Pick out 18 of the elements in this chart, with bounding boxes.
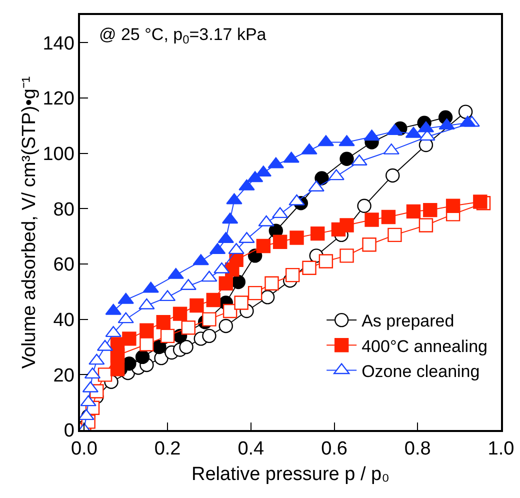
y-tick-label: 140: [42, 33, 74, 54]
x-tick-label: 0.6: [321, 438, 348, 460]
y-tick-label: 100: [42, 144, 74, 165]
legend-label: 400°C annealing: [362, 336, 488, 356]
y-tick-label: 60: [53, 254, 74, 276]
annotation: @ 25 °C, p$_{0}$=3.17 kPa: [99, 25, 267, 47]
legend-label: As prepared: [362, 312, 454, 331]
x-tick-label: 1.0: [488, 438, 514, 460]
x-axis-title: Relative pressure p / p₀: [192, 464, 390, 485]
y-tick-label: 40: [53, 310, 74, 331]
y-tick-label: 80: [53, 199, 74, 220]
y-tick-label: 120: [42, 88, 74, 110]
y-tick-label: 20: [53, 365, 74, 386]
y-axis-title: Volume adsorbed, V/ cm³(STP)•g⁻¹: [19, 76, 40, 369]
x-tick-label: 0.2: [154, 438, 181, 460]
legend-label: Ozone cleaning: [362, 362, 480, 381]
x-tick-label: 0.4: [238, 438, 265, 460]
x-tick-label: 0.8: [404, 438, 431, 460]
